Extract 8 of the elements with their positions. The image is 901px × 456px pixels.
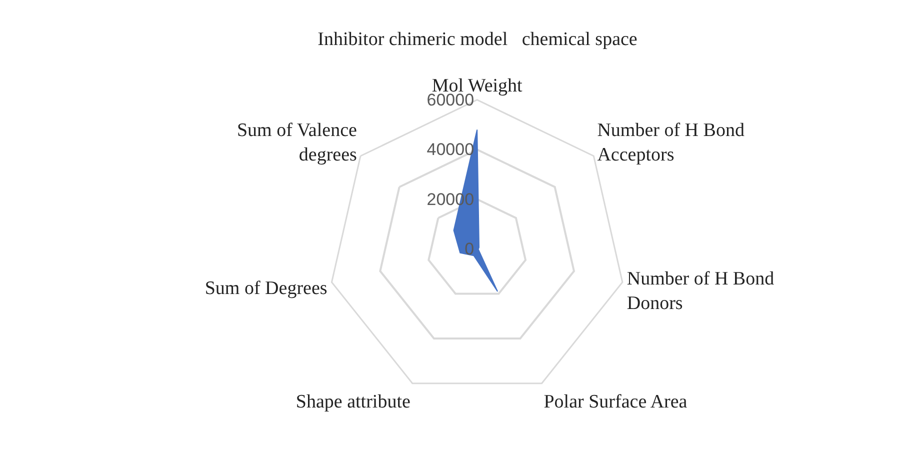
spoke-label: Polar Surface Area: [544, 391, 688, 412]
spoke-label: Shape attribute: [296, 391, 410, 412]
spoke-label: Number of H Bond Acceptors: [597, 120, 745, 166]
chart-title: Inhibitor chimeric model chemical space: [318, 29, 638, 50]
spoke-label: Sum of Valence degrees: [236, 120, 357, 166]
y-tick-label: 0: [464, 240, 474, 258]
spoke-label: Sum of Degrees: [204, 278, 328, 299]
spoke-label: Number of H Bond Donors: [626, 268, 775, 314]
